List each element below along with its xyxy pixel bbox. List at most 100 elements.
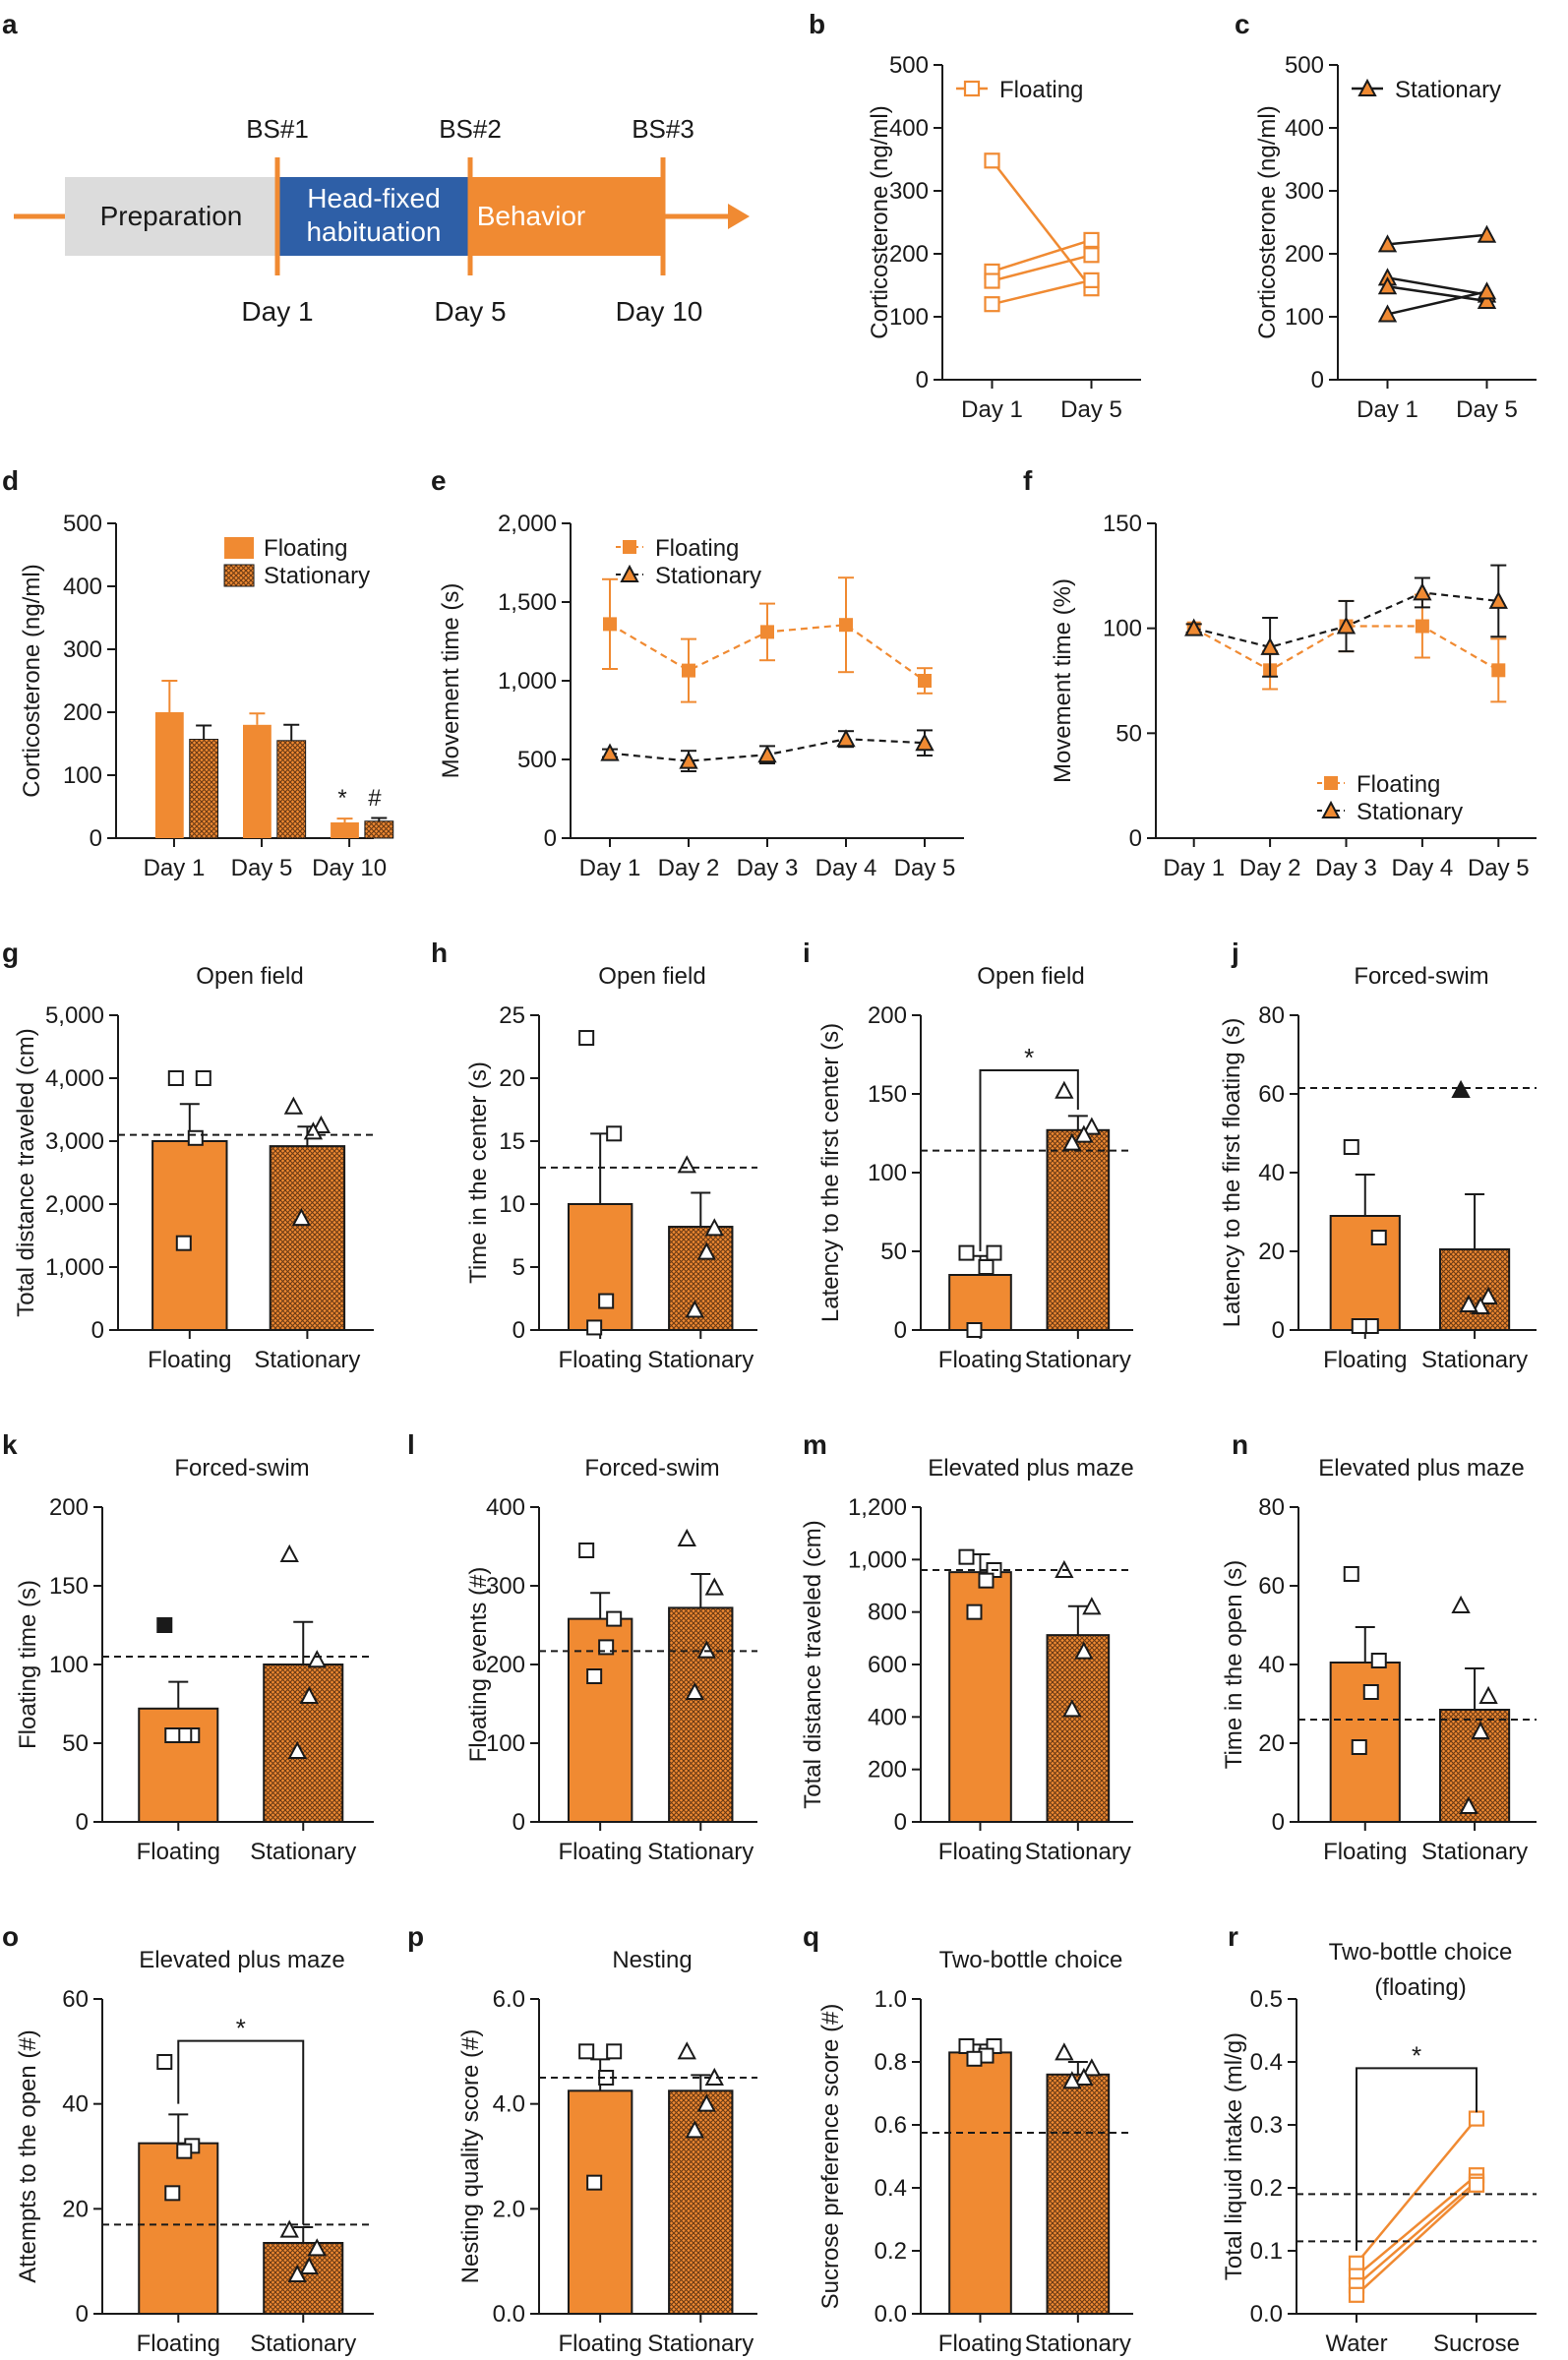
y-tick-label: 2,000 — [45, 1191, 104, 1218]
y-tick-label: 0.0 — [874, 2301, 907, 2328]
chart-title: Forced-swim — [584, 1455, 719, 1482]
data-point — [307, 1650, 327, 1668]
x-tick-label-day-1: Day 1 — [144, 855, 206, 881]
bar-stationary — [1046, 1634, 1111, 1823]
bar-stationary — [1438, 1709, 1511, 1823]
data-point — [1074, 2067, 1094, 2086]
data-point — [978, 1572, 995, 1589]
data-point — [311, 1115, 332, 1133]
data-point — [187, 1129, 204, 1146]
data-point — [578, 1543, 595, 1558]
y-tick-label: 0.6 — [874, 2112, 907, 2139]
preparation-block — [65, 177, 277, 256]
panel-letter-h: h — [431, 938, 448, 968]
bar-floating — [567, 1617, 633, 1823]
y-tick-label: 1,000 — [498, 668, 557, 695]
y-tick-label: 4.0 — [493, 2091, 525, 2118]
y-tick-label: 80 — [1258, 1002, 1285, 1029]
data-point — [1062, 1132, 1082, 1151]
panel-letter-m: m — [803, 1429, 827, 1460]
significance-bracket — [1356, 2067, 1478, 2251]
bar-stationary — [263, 1664, 344, 1823]
data-point — [578, 1030, 595, 1047]
data-point — [1477, 224, 1497, 243]
bar-floating — [138, 2142, 219, 2316]
series-line — [1356, 2117, 1478, 2265]
data-point — [1348, 2286, 1365, 2303]
data-point — [156, 2054, 173, 2070]
panel-m: m Elevated plus maze 0 200 400 600 800 1,000 1,2… — [800, 1429, 1134, 1865]
bar-stationary — [1046, 2073, 1111, 2316]
legend-marker — [1357, 78, 1377, 96]
y-axis-label: Total distance traveled (cm) — [800, 1520, 826, 1808]
data-point — [966, 1604, 983, 1620]
panel-letter-o: o — [2, 1921, 19, 1952]
y-tick-label: 200 — [486, 1652, 525, 1678]
data-point — [586, 1668, 603, 1684]
data-point — [986, 1244, 1002, 1261]
data-point-stationary — [1413, 582, 1432, 601]
y-tick-label: 20 — [1258, 1239, 1285, 1265]
data-point — [1377, 276, 1398, 295]
x-tick-label-day-5: Day 5 — [231, 855, 293, 881]
x-tick-label-day-1: Day 1 — [1357, 396, 1418, 423]
bar-floating — [948, 1571, 1012, 1823]
y-tick-label: 5 — [513, 1254, 525, 1281]
day5-label: Day 5 — [434, 296, 506, 327]
panel-letter-l: l — [407, 1429, 415, 1460]
bar-floating — [948, 2051, 1012, 2315]
panel-a: a Preparation Head-fixed habituation Beh… — [2, 9, 750, 327]
y-tick-label: 0.5 — [1250, 1986, 1283, 2013]
x-tick-label-day-4: Day 4 — [815, 855, 877, 881]
data-point — [1478, 1286, 1498, 1304]
y-tick-label: 0.4 — [874, 2175, 907, 2202]
bar-floating-day-1 — [154, 712, 184, 838]
chart-title: Forced-swim — [174, 1455, 309, 1482]
legend-label-floating: Floating — [999, 77, 1083, 103]
x-tick-label-day-5: Day 5 — [894, 855, 956, 881]
series-line — [1387, 290, 1487, 316]
x-tick-label-stationary: Stationary — [1025, 1839, 1131, 1865]
y-tick-label: 200 — [889, 241, 929, 268]
data-point-stationary — [1336, 616, 1357, 635]
chart-title: Elevated plus maze — [928, 1455, 1133, 1482]
x-tick-label-floating: Floating — [137, 1839, 220, 1865]
data-point — [586, 1319, 603, 1336]
data-point — [1362, 1684, 1379, 1700]
y-tick-label: 100 — [49, 1652, 89, 1678]
bs3-label: BS#3 — [632, 114, 694, 144]
significance-star: * — [1412, 2040, 1421, 2070]
bar-floating — [138, 1707, 219, 1824]
x-tick-label-stationary: Stationary — [647, 2330, 754, 2357]
data-point — [287, 2264, 307, 2282]
bar-stationary — [668, 1606, 734, 1824]
data-point — [291, 1207, 312, 1227]
y-tick-label: 0 — [76, 2301, 89, 2328]
y-axis-label: Nesting quality score (#) — [457, 2029, 484, 2284]
y-tick-label: 400 — [486, 1494, 525, 1521]
y-tick-label: 0.2 — [1250, 2175, 1283, 2202]
y-tick-label: 100 — [1285, 304, 1324, 331]
legend-swatch-stationary — [223, 564, 255, 587]
y-tick-label: 300 — [1285, 178, 1324, 205]
series-line — [1387, 233, 1487, 246]
y-tick-label: 0.2 — [874, 2238, 907, 2265]
data-point — [279, 1543, 299, 1562]
y-axis-label: Total liquid intake (ml/g) — [1221, 2032, 1247, 2280]
legend-marker — [623, 540, 636, 554]
x-tick-label-sucrose: Sucrose — [1433, 2330, 1520, 2357]
x-tick-label-floating: Floating — [938, 1839, 1022, 1865]
stage-head-fixed: Head-fixed — [307, 183, 440, 213]
legend-marker — [963, 80, 981, 97]
data-point — [1451, 1595, 1471, 1613]
data-point — [279, 2219, 299, 2238]
y-axis-label: Sucrose preference score (#) — [817, 2004, 844, 2310]
y-tick-label: 0 — [894, 1317, 907, 1344]
y-tick-label: 200 — [868, 1002, 907, 1029]
data-point-floating — [1415, 619, 1429, 634]
panel-r: r Two-bottle choice (floating) 0.0 0.1 0.2 0.3… — [1221, 1921, 1537, 2357]
bar-stationary — [668, 2089, 734, 2315]
y-axis-label: Total distance traveled (cm) — [13, 1028, 39, 1316]
panel-letter-i: i — [803, 938, 811, 968]
panel-letter-j: j — [1231, 938, 1239, 968]
